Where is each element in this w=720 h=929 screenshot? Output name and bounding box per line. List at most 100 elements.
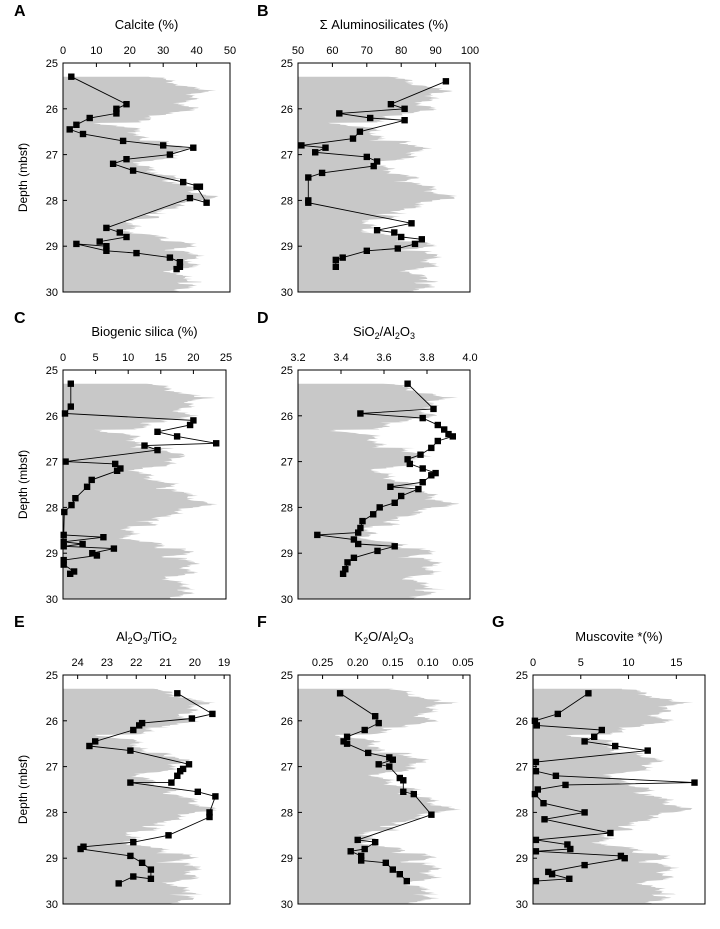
background-curve: [298, 383, 460, 599]
y-tick-label: 25: [281, 58, 293, 70]
data-point: [566, 875, 573, 882]
data-point: [344, 559, 351, 566]
data-point: [644, 747, 651, 754]
data-point: [349, 135, 357, 142]
title-fragment: O/Al: [368, 629, 393, 644]
data-point: [418, 236, 425, 243]
data-point: [190, 144, 197, 151]
data-point: [354, 836, 361, 844]
data-point: [60, 556, 67, 564]
data-point: [394, 245, 401, 252]
data-point: [147, 866, 155, 873]
data-point: [540, 800, 547, 807]
x-tick-label: 30: [157, 45, 169, 57]
y-tick-label: 28: [281, 807, 293, 819]
title-fragment: Σ Aluminosilicates (%): [320, 17, 449, 32]
data-point: [342, 566, 349, 573]
data-point: [343, 740, 351, 747]
data-point: [336, 690, 344, 697]
data-point: [173, 265, 180, 273]
data-point: [373, 227, 381, 234]
panel-c: C Biogenic silica (%) 0 5 10 15 20 25 25 26 27 28 29…: [14, 310, 232, 606]
y-tick-label: 25: [516, 670, 528, 682]
data-point: [375, 719, 382, 727]
data-point: [428, 811, 435, 818]
y-tick-label: 26: [46, 411, 58, 423]
data-point: [62, 458, 69, 465]
data-point: [61, 508, 68, 516]
data-point: [430, 405, 437, 413]
x-tick-label: 5: [578, 657, 584, 669]
data-point: [564, 841, 571, 848]
data-point: [188, 715, 196, 722]
background-curve: [63, 383, 218, 599]
data-point: [434, 437, 441, 445]
data-point: [141, 442, 148, 449]
data-point: [373, 158, 381, 165]
data-point: [541, 816, 548, 823]
y-tick-label: 29: [46, 241, 58, 253]
background-curve: [63, 688, 217, 904]
data-point: [617, 852, 625, 860]
data-point: [68, 501, 75, 509]
title-fragment: SiO: [353, 324, 375, 339]
data-point: [612, 742, 619, 750]
data-point: [361, 726, 368, 734]
data-point: [79, 540, 86, 548]
data-point: [533, 722, 540, 729]
data-point: [415, 485, 422, 493]
y-tick-label: 30: [281, 899, 293, 911]
data-point: [339, 254, 346, 261]
data-point: [130, 726, 137, 734]
panel-a: A Calcite (%) 0 10 20 30 40 50 25 26 27 28 29 30 Depth…: [14, 3, 236, 299]
panel-title: K2​O/Al2​O3​: [354, 629, 413, 646]
data-point: [68, 73, 75, 80]
y-tick-label: 30: [46, 287, 58, 299]
panel-title: Al2​O3​/TiO2​: [116, 629, 177, 646]
y-tick-label: 27: [46, 457, 58, 469]
data-point: [357, 524, 364, 532]
data-point: [186, 421, 194, 429]
data-point: [203, 199, 210, 206]
y-tick-label: 26: [516, 716, 528, 728]
data-point: [60, 561, 67, 568]
title-fragment: Al: [116, 629, 128, 644]
data-point: [428, 472, 435, 479]
data-point: [86, 114, 93, 122]
data-point: [96, 238, 103, 245]
data-point: [598, 726, 605, 734]
x-tick-label: 0.25: [312, 657, 333, 669]
title-fragment: O: [400, 324, 410, 339]
data-point: [386, 763, 393, 770]
x-tick-label: 0.10: [417, 657, 438, 669]
data-point: [428, 444, 435, 452]
data-point: [67, 403, 74, 410]
data-point: [180, 178, 187, 186]
data-point: [441, 426, 448, 433]
y-tick-label: 28: [46, 502, 58, 514]
data-point: [127, 852, 134, 860]
x-tick-label: 50: [292, 45, 304, 57]
panel-d: D SiO2​/Al2​O3​ 3.2 3.4 3.6 3.8 4.0 25 26 27 28 29 3…: [257, 310, 478, 606]
data-point: [621, 855, 628, 862]
x-tick-label: 4.0: [462, 352, 477, 364]
x-tick-label: 5: [93, 352, 99, 364]
x-tick-label: 60: [326, 45, 338, 57]
data-point: [417, 451, 424, 458]
data-point: [562, 781, 569, 789]
x-tick-label: 19: [218, 657, 230, 669]
data-point: [113, 467, 121, 474]
data-point: [166, 254, 174, 261]
data-point: [445, 430, 452, 438]
panel-e: EAl2​O3​/TiO2​242322212019252627282930De…: [14, 614, 231, 911]
data-point: [70, 568, 78, 575]
panel-letter: G: [492, 614, 504, 631]
data-point: [83, 483, 91, 490]
background-curve: [533, 688, 694, 904]
data-point: [100, 534, 107, 541]
data-point: [343, 733, 351, 740]
title-fragment: Calcite (%): [115, 17, 179, 32]
panel-letter: B: [257, 3, 269, 20]
data-point: [332, 256, 339, 264]
